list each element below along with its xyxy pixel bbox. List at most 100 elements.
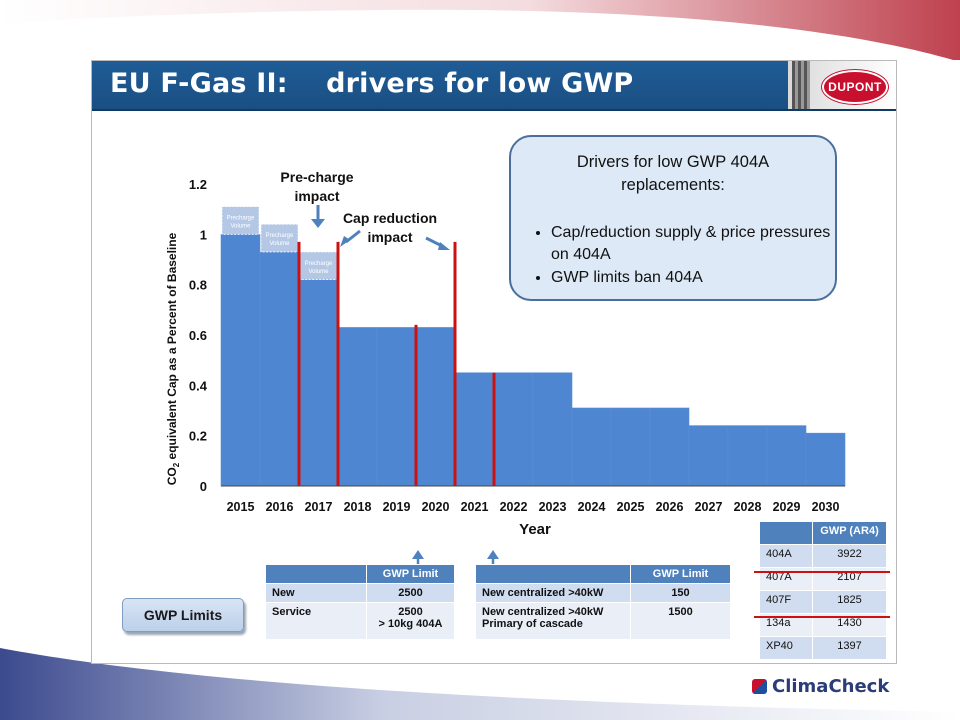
- bar-2029: [766, 425, 807, 487]
- drivers-title-line1: Drivers for low GWP 404A: [576, 153, 770, 171]
- annotation-precharge: Pre-charge impact: [280, 169, 354, 228]
- cap-reduction-label-line2: impact: [367, 229, 412, 245]
- gwp-limits-button[interactable]: GWP Limits: [122, 598, 244, 632]
- drivers-box: Drivers for low GWP 404A replacements: C…: [509, 135, 837, 301]
- ar4-refrigerant: 407F: [759, 590, 813, 614]
- x-tick-label: 2029: [773, 500, 801, 514]
- precharge-volume-label: Precharge Volume: [266, 233, 294, 247]
- table2-header-limit: GWP Limit: [630, 564, 731, 584]
- cap-arrow-left-head: [340, 236, 350, 247]
- gwp-limit-table-1: GWP Limit New 2500 Service 2500 > 10kg 404…: [265, 564, 455, 640]
- table1-row-label: Service: [265, 602, 367, 640]
- precharge-band: [299, 251, 338, 281]
- ar4-gwp: 1397: [812, 636, 887, 660]
- x-tick-label: 2015: [227, 500, 255, 514]
- bar-2018: [337, 327, 378, 487]
- title-bar: EU F-Gas II: drivers for low GWP DUPONT: [92, 61, 896, 111]
- x-tick-label: 2016: [266, 500, 294, 514]
- x-tick-label: 2021: [461, 500, 489, 514]
- y-tick-label: 0.6: [189, 328, 207, 343]
- x-tick-label: 2017: [305, 500, 333, 514]
- ar4-gwp: 1825: [812, 590, 887, 614]
- table1-header-empty: [265, 564, 367, 584]
- precharge-volume-label: Precharge Volume: [305, 261, 333, 275]
- cap-chart: Precharge Volume Precharge Volume Precharge V…: [165, 169, 846, 579]
- slide-frame: EU F-Gas II: drivers for low GWP DUPONT …: [91, 60, 897, 664]
- chart-bars: Precharge Volume Precharge Volume Precharge V…: [220, 206, 846, 487]
- bar-2021: [454, 372, 495, 487]
- ar4-refrigerant: 404A: [759, 544, 813, 568]
- table2-row-label: New centralized >40kW Primary of cascade: [475, 602, 631, 640]
- ar4-gwp: 1430: [812, 613, 887, 637]
- x-tick-label: 2028: [734, 500, 762, 514]
- y-tick-label: 0.8: [189, 278, 207, 293]
- y-tick-label: 0: [200, 479, 207, 494]
- ar4-refrigerant: XP40: [759, 636, 813, 660]
- x-tick-label: 2027: [695, 500, 723, 514]
- x-tick-label: 2023: [539, 500, 567, 514]
- bar-2017: [298, 279, 339, 487]
- bar-2015: [220, 234, 261, 487]
- table2-row-label: New centralized >40kW: [475, 583, 631, 603]
- ar4-gwp: 3922: [812, 544, 887, 568]
- ar4-underline-404a: [754, 571, 890, 573]
- cap-reduction-label-line1: Cap reduction: [343, 210, 437, 226]
- table1-header-limit: GWP Limit: [366, 564, 455, 584]
- precharge-arrow-head: [311, 219, 325, 228]
- gwp-limit-table-2: GWP Limit New centralized >40kW 150 New c…: [475, 564, 731, 640]
- table2-header-empty: [475, 564, 631, 584]
- table1-row-value: 2500: [366, 583, 455, 603]
- ar4-header-gwp: GWP (AR4): [812, 521, 887, 545]
- ar4-underline-407f: [754, 616, 890, 618]
- gwp-ar4-table: GWP (AR4) 404A 3922 407A 2107 407F 1825 134…: [759, 521, 887, 660]
- table1-row-value: 2500 > 10kg 404A: [366, 602, 455, 640]
- table2-row-value: 150: [630, 583, 731, 603]
- ar4-header-empty: [759, 521, 813, 545]
- dupont-logo: DUPONT: [822, 70, 888, 104]
- bar-2024: [571, 407, 612, 487]
- bar-2022: [493, 372, 534, 487]
- bar-2025: [610, 407, 651, 487]
- bar-2016: [259, 251, 300, 487]
- drivers-title: Drivers for low GWP 404A replacements:: [511, 151, 835, 197]
- x-tick-label: 2022: [500, 500, 528, 514]
- y-tick-label: 1.2: [189, 177, 207, 192]
- bar-2020: [415, 327, 456, 487]
- precharge-band: [260, 223, 299, 253]
- driver-item: Cap/reduction supply & price pressures o…: [551, 222, 835, 266]
- up-arrow-1-head: [412, 550, 424, 559]
- slide-title: EU F-Gas II: drivers for low GWP: [110, 68, 634, 99]
- x-tick-label: 2019: [383, 500, 411, 514]
- x-tick-label: 2026: [656, 500, 684, 514]
- chart-markers: [297, 241, 496, 486]
- bar-2030: [805, 432, 846, 487]
- y-axis-label: CO2 equivalent Cap as a Percent of Basel…: [165, 232, 181, 485]
- bar-2019: [376, 327, 417, 487]
- climacheck-logo: ClimaCheck: [752, 676, 890, 697]
- x-tick-label: 2024: [578, 500, 606, 514]
- x-tick-label: 2018: [344, 500, 372, 514]
- x-tick-label: 2030: [812, 500, 840, 514]
- table1-row-label: New: [265, 583, 367, 603]
- climacheck-mark-icon: [752, 679, 767, 694]
- annotation-cap-reduction: Cap reduction impact: [340, 210, 450, 250]
- footer-swoosh: [0, 648, 960, 720]
- up-arrow-2-head: [487, 550, 499, 559]
- logo-stripes: [792, 61, 810, 109]
- y-tick-label: 0.2: [189, 429, 207, 444]
- bar-2027: [688, 425, 729, 487]
- precharge-label-line2: impact: [294, 188, 339, 204]
- chart-axes: 0 0.2 0.4 0.6 0.8 1 1.2 2015 2016 2017 2018 2019 202…: [189, 177, 845, 514]
- logo-area: DUPONT: [788, 61, 896, 109]
- y-tick-label: 0.4: [189, 378, 208, 393]
- y-tick-label: 1: [200, 227, 207, 242]
- precharge-volume-label: Precharge Volume: [227, 215, 255, 229]
- cap-arrow-right-head: [438, 242, 450, 250]
- x-tick-label: 2020: [422, 500, 450, 514]
- drivers-title-line2: replacements:: [621, 176, 725, 194]
- x-axis-label: Year: [519, 521, 551, 538]
- table2-row-value: 1500: [630, 602, 731, 640]
- climacheck-text: ClimaCheck: [772, 676, 890, 697]
- precharge-band: [221, 206, 260, 235]
- bar-2026: [649, 407, 690, 487]
